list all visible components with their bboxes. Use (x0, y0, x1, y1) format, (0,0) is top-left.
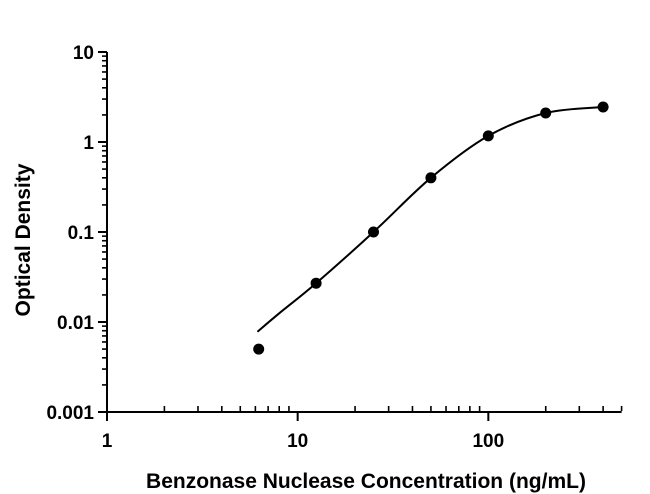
y-tick-label: 0.01 (57, 313, 94, 334)
x-tick-label: 100 (472, 431, 504, 452)
y-tick-label: 0.1 (68, 223, 95, 244)
x-tick-label: 10 (287, 431, 308, 452)
y-tick-label: 10 (73, 43, 94, 64)
y-axis-title: Optical Density (12, 163, 35, 316)
x-tick-label: 1 (102, 431, 113, 452)
x-axis-title: Benzonase Nuclease Concentration (ng/mL) (146, 470, 586, 493)
data-point-marker (368, 226, 379, 238)
data-point-marker (253, 343, 265, 355)
data-point-marker (540, 107, 552, 119)
y-tick-label: 1 (83, 133, 94, 154)
y-tick-label: 0.001 (46, 403, 94, 424)
data-point-marker (482, 130, 494, 142)
data-point-marker (310, 277, 322, 289)
data-point-marker (597, 101, 609, 113)
data-point-marker (425, 172, 437, 184)
fit-curve-line (257, 106, 605, 333)
